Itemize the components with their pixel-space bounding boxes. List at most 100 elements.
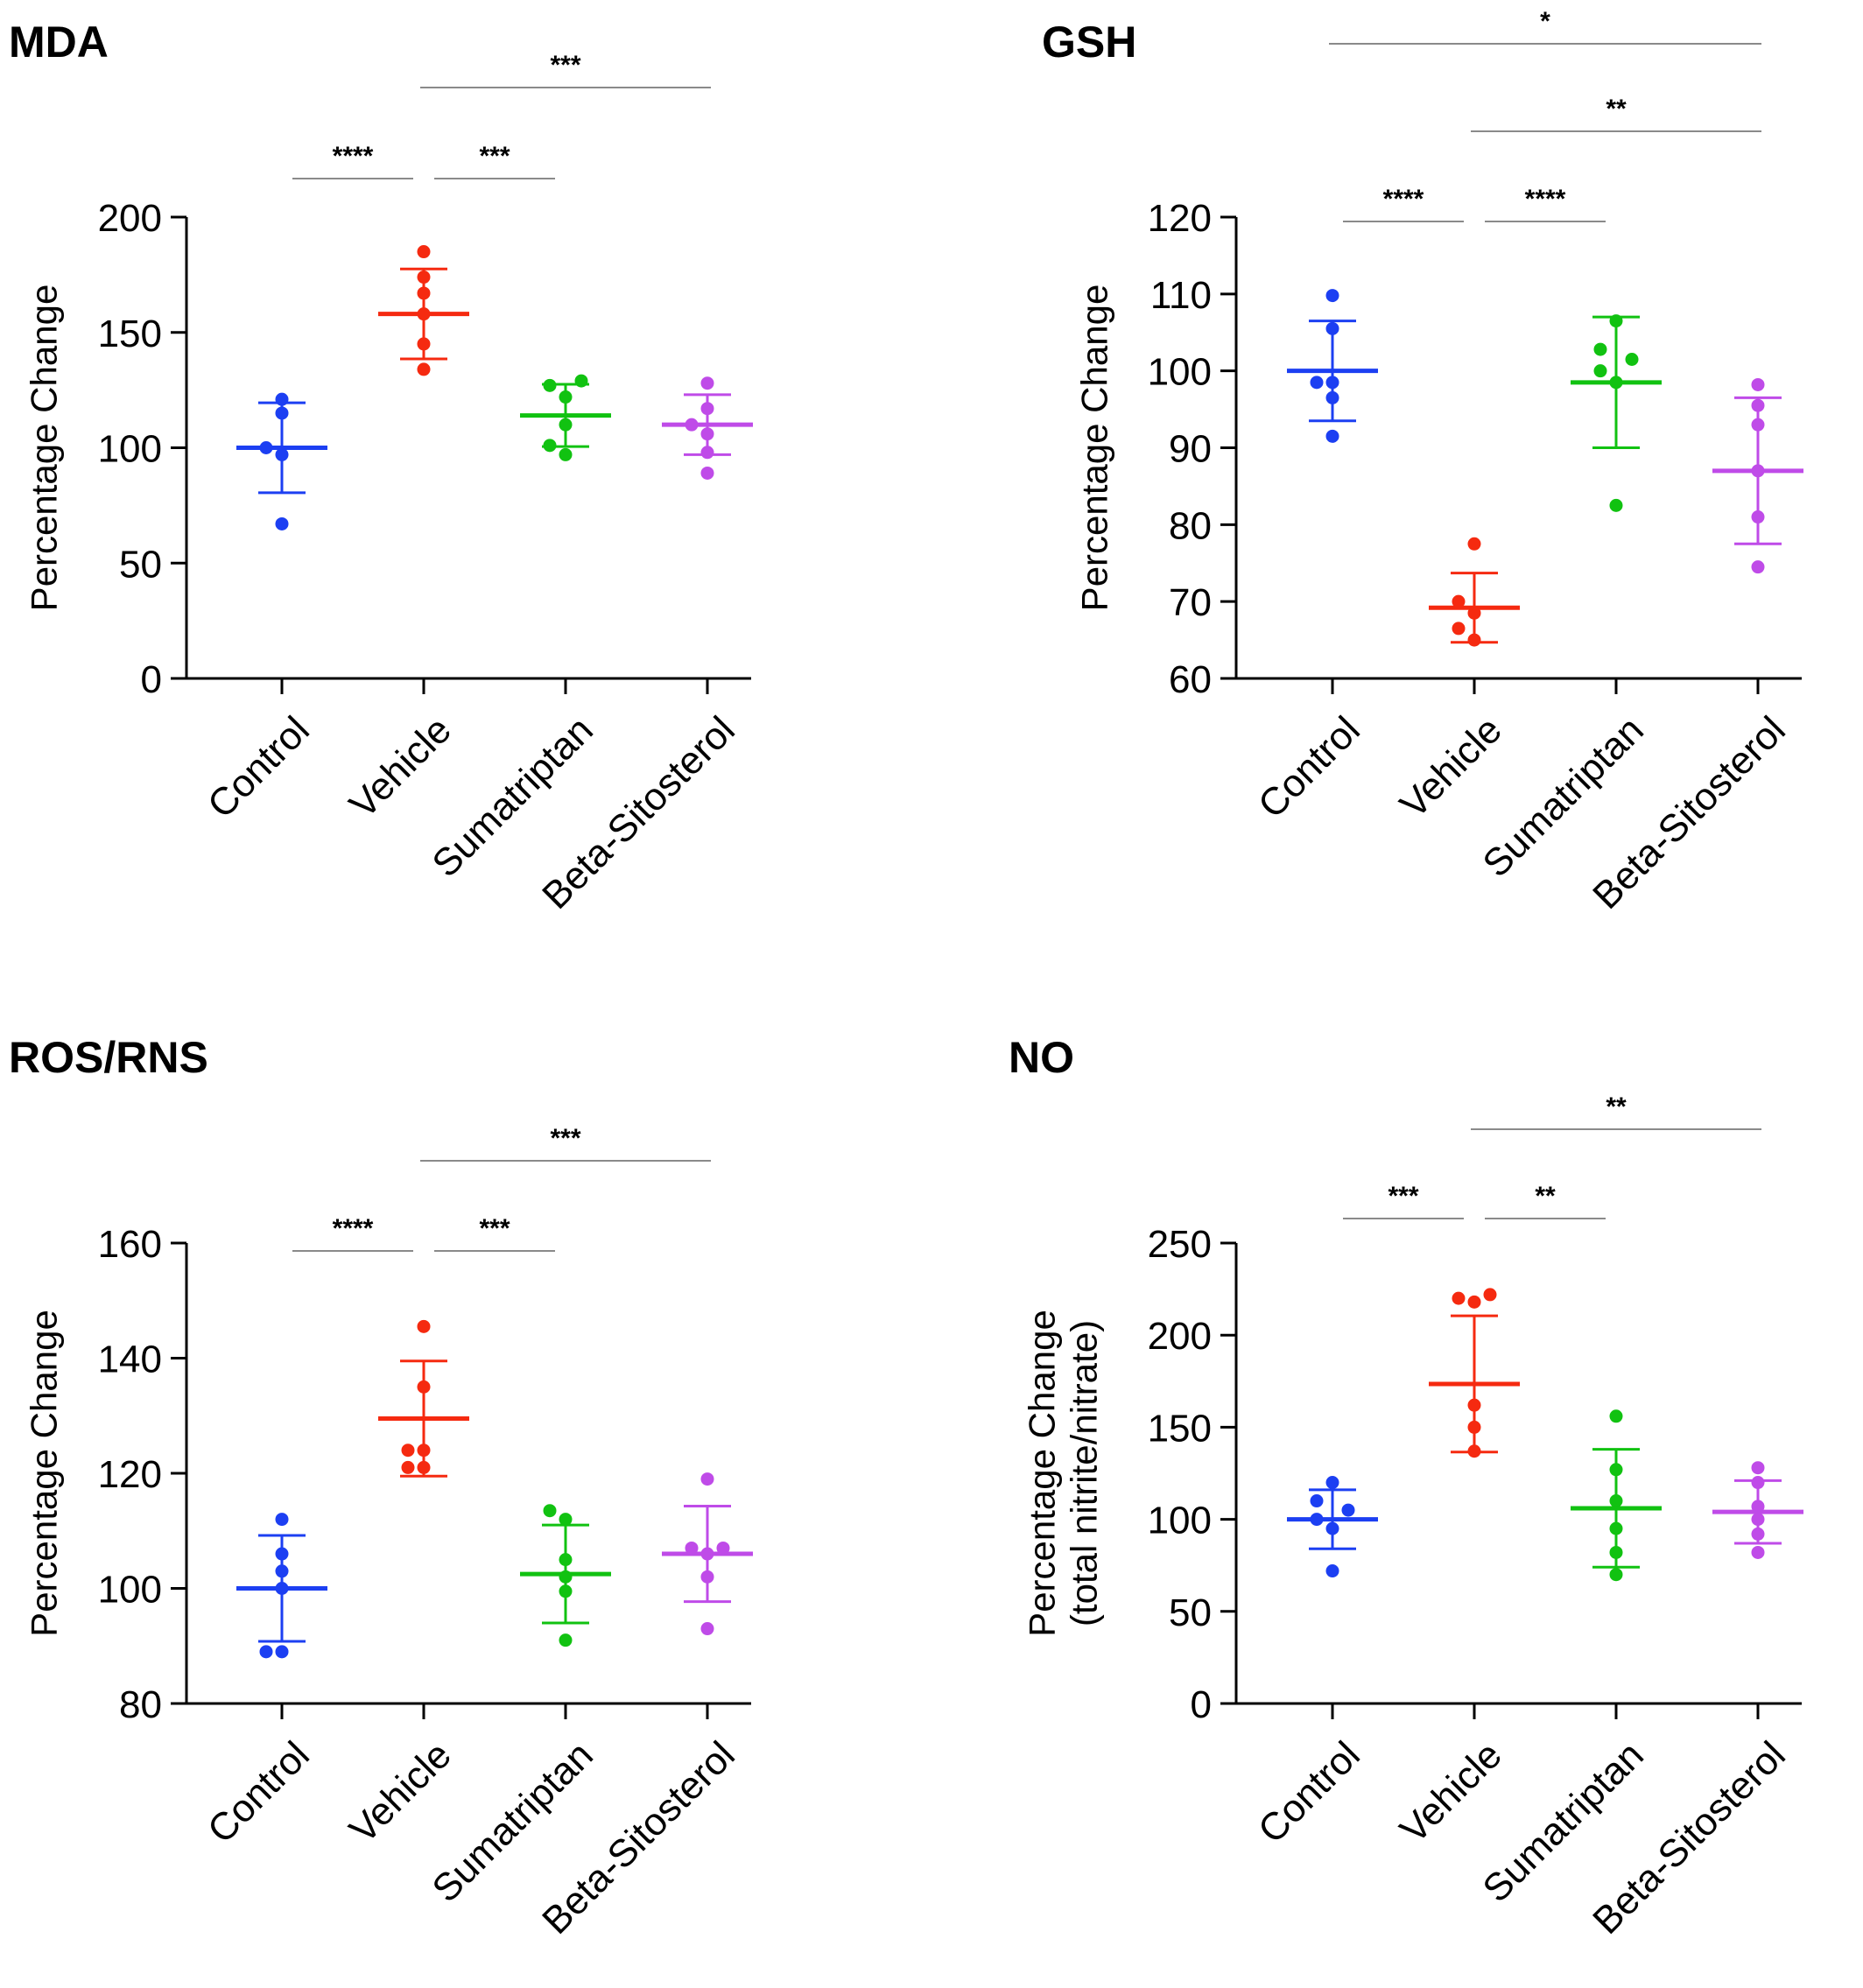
data-point — [1467, 606, 1481, 620]
data-point — [417, 337, 431, 351]
data-point — [259, 441, 273, 454]
data-point — [559, 447, 573, 461]
y-tick-label: 120 — [1148, 197, 1212, 240]
y-tick-label: 80 — [1169, 504, 1212, 547]
chart-title: NO — [1009, 1033, 1074, 1082]
y-tick-label: 150 — [1148, 1407, 1212, 1450]
data-point — [1452, 594, 1466, 608]
data-point — [1467, 1420, 1481, 1434]
data-point — [559, 1570, 573, 1584]
data-point — [1751, 1461, 1765, 1475]
data-point — [559, 1633, 573, 1647]
y-axis-title: Percentage Change — [24, 285, 65, 612]
data-point — [700, 1472, 714, 1486]
data-point — [1625, 352, 1639, 366]
data-point — [275, 1513, 289, 1527]
data-point — [1341, 1503, 1355, 1517]
x-tick-label: Control — [1250, 1733, 1368, 1851]
chart-title: MDA — [9, 18, 109, 67]
data-point — [700, 466, 714, 480]
data-point — [401, 1444, 415, 1458]
significance-label: *** — [479, 1214, 510, 1243]
significance-label: *** — [550, 1124, 580, 1153]
y-tick-label: 150 — [98, 313, 162, 355]
x-tick-label: Vehicle — [341, 1733, 460, 1851]
data-point — [700, 446, 714, 460]
significance-label: *** — [479, 142, 510, 171]
y-axis-title: Percentage Change — [24, 1310, 65, 1637]
data-point — [1593, 342, 1607, 356]
y-tick-label: 50 — [119, 543, 162, 586]
data-point — [401, 1460, 415, 1474]
y-tick-label: 200 — [98, 197, 162, 240]
data-point — [1467, 1444, 1481, 1458]
data-point — [716, 1541, 730, 1555]
y-tick-label: 250 — [1148, 1223, 1212, 1266]
data-point — [685, 1541, 699, 1555]
x-tick-label: Vehicle — [1392, 708, 1510, 826]
y-tick-label: 80 — [119, 1683, 162, 1726]
series-sumatriptan — [520, 374, 611, 461]
data-point — [417, 1444, 431, 1458]
series-control — [236, 392, 327, 530]
y-axis-title: Percentage Change — [1022, 1310, 1063, 1637]
y-tick-label: 110 — [1150, 274, 1212, 317]
data-point — [275, 447, 289, 461]
data-point — [1751, 560, 1765, 574]
data-point — [417, 245, 431, 259]
chart-panel-3: ROS/RNS 80 100 120 140 160 Percentage Change Co… — [9, 1033, 753, 1942]
data-point — [259, 1645, 273, 1659]
series-vehicle — [1429, 1288, 1520, 1458]
x-tick-label: Control — [200, 708, 318, 826]
series-beta-sitosterol — [662, 1472, 753, 1636]
data-point — [1609, 498, 1623, 512]
y-tick-label: 60 — [1169, 658, 1212, 701]
data-point — [417, 362, 431, 376]
data-point — [417, 1460, 431, 1474]
data-point — [1310, 1513, 1324, 1527]
series-beta-sitosterol — [662, 376, 753, 480]
data-point — [574, 374, 588, 388]
data-point — [559, 1584, 573, 1598]
chart-title: ROS/RNS — [9, 1033, 208, 1082]
series-vehicle — [378, 245, 469, 376]
data-point — [1751, 1545, 1765, 1559]
data-point — [1310, 376, 1324, 390]
series-sumatriptan — [1571, 1409, 1662, 1582]
data-point — [1609, 1521, 1623, 1535]
data-point — [1452, 1291, 1466, 1305]
data-point — [1609, 1545, 1623, 1559]
data-point — [275, 1582, 289, 1595]
significance-label: *** — [1388, 1182, 1418, 1211]
series-beta-sitosterol — [1712, 1461, 1803, 1559]
y-axis-title: (total nitrite/nitrate) — [1064, 1320, 1105, 1626]
y-tick-label: 100 — [1148, 1500, 1212, 1542]
significance-label: **** — [1525, 185, 1566, 214]
series-beta-sitosterol — [1712, 377, 1803, 574]
significance-label: ** — [1535, 1182, 1556, 1211]
data-point — [1751, 1513, 1765, 1527]
significance-label: * — [1540, 7, 1550, 36]
chart-title: GSH — [1042, 18, 1136, 67]
data-point — [417, 307, 431, 321]
data-point — [275, 406, 289, 420]
y-tick-label: 100 — [98, 1569, 162, 1612]
series-sumatriptan — [1571, 314, 1662, 512]
data-point — [1325, 376, 1339, 390]
y-tick-label: 120 — [98, 1453, 162, 1496]
x-tick-label: Control — [200, 1733, 318, 1851]
data-point — [1325, 289, 1339, 303]
x-tick-label: Vehicle — [1392, 1733, 1510, 1851]
data-point — [1609, 314, 1623, 328]
x-tick-label: Control — [1250, 708, 1368, 826]
data-point — [559, 1553, 573, 1567]
data-point — [1325, 429, 1339, 443]
significance-label: ** — [1606, 1092, 1627, 1121]
data-point — [685, 418, 699, 432]
chart-panel-4: NO 0 50 100 150 200 250 Percentage Change (total… — [1009, 1033, 1803, 1942]
data-point — [1751, 464, 1765, 478]
data-point — [1325, 1476, 1339, 1490]
data-point — [543, 378, 557, 392]
data-point — [700, 427, 714, 441]
data-point — [275, 1547, 289, 1561]
